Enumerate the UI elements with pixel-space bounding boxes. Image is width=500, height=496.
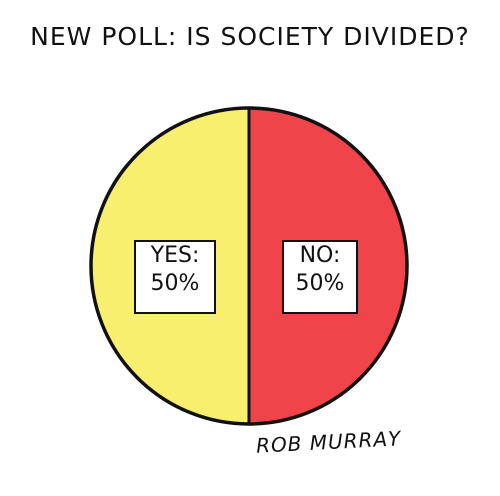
no-value: 50%: [295, 271, 345, 296]
yes-value: 50%: [150, 271, 200, 296]
yes-label: YES:: [150, 243, 200, 268]
no-label: NO:: [299, 243, 341, 268]
no-label-box: NO: 50%: [282, 240, 358, 314]
yes-label-box: YES: 50%: [134, 240, 216, 314]
pie-outline: [89, 106, 409, 426]
page-title: NEW POLL: IS SOCIETY DIVIDED?: [30, 22, 470, 51]
